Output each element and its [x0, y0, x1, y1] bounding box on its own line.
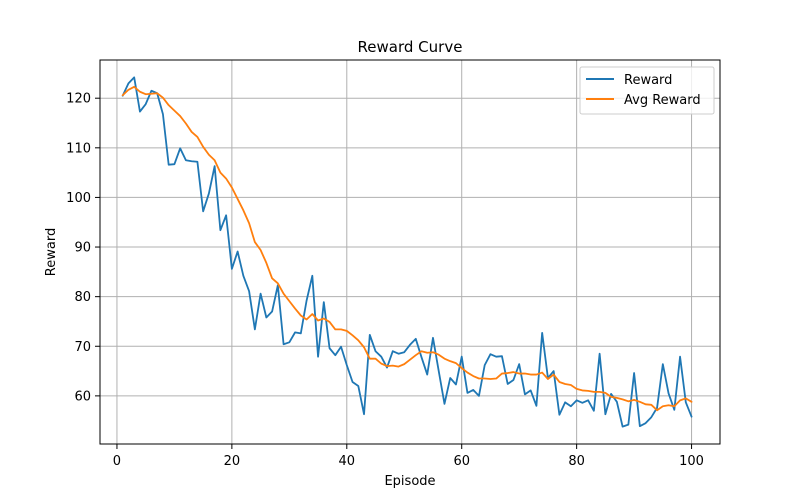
- y-tick-label: 60: [74, 389, 91, 404]
- x-tick-label: 100: [679, 454, 704, 469]
- plot-area: [100, 60, 720, 444]
- y-tick-label: 120: [66, 92, 91, 107]
- x-axis-title: Episode: [384, 474, 435, 489]
- x-tick-label: 20: [224, 454, 241, 469]
- y-tick-label: 70: [74, 340, 91, 355]
- y-axis-title: Reward: [44, 228, 59, 276]
- legend-label-avg-reward: Avg Reward: [624, 93, 701, 108]
- chart-title: Reward Curve: [358, 38, 463, 56]
- plot-frame: [99, 59, 721, 445]
- x-tick-label: 60: [453, 454, 470, 469]
- legend-label-reward: Reward: [624, 73, 672, 88]
- series-line-avg-reward: [121, 85, 693, 412]
- y-tick-label: 110: [66, 141, 91, 156]
- legend: Reward Avg Reward: [579, 66, 715, 115]
- tick-layer: 0 20 40 60 80 100 60 70 80 90 100 110 120: [66, 92, 704, 469]
- grid-layer: [100, 60, 720, 444]
- y-tick-label: 90: [74, 241, 91, 256]
- series-layer: [121, 76, 693, 428]
- series-line-reward: [121, 76, 693, 428]
- x-tick-label: 80: [568, 454, 585, 469]
- y-tick-label: 80: [74, 290, 91, 305]
- x-tick-label: 0: [113, 454, 121, 469]
- y-tick-label: 100: [66, 191, 91, 206]
- x-tick-label: 40: [339, 454, 356, 469]
